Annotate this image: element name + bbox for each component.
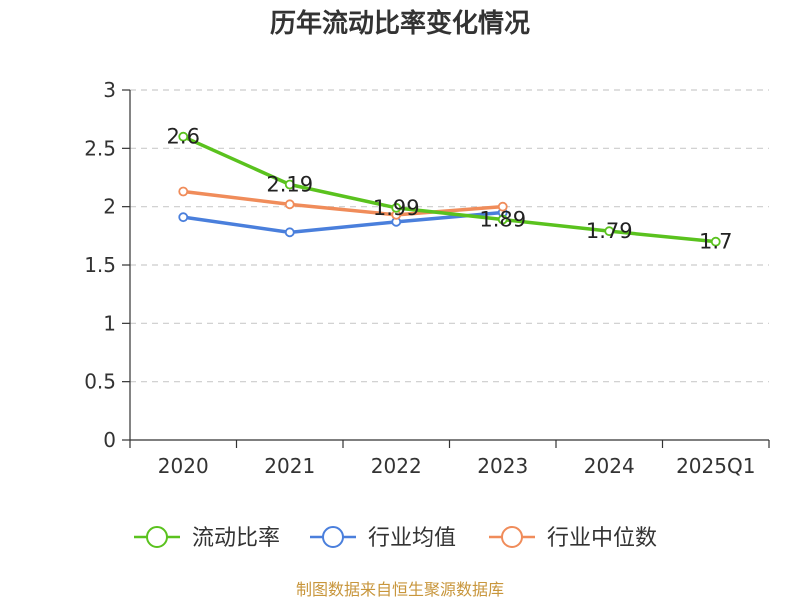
data-point[interactable]: [178, 212, 189, 223]
data-point[interactable]: [178, 186, 189, 197]
data-label: 1.79: [586, 219, 633, 243]
data-label: 1.99: [373, 196, 420, 220]
chart-title: 历年流动比率变化情况: [270, 8, 530, 39]
y-tick-label: 2: [103, 195, 116, 219]
y-tick-label: 1.5: [84, 253, 116, 277]
data-point[interactable]: [178, 131, 189, 142]
data-label: 2.6: [167, 125, 200, 149]
x-tick-label: 2022: [371, 454, 422, 478]
grid-lines: [130, 89, 769, 383]
x-tick-label: 2021: [264, 454, 315, 478]
legend-label: 行业均值: [368, 526, 456, 551]
series-line: [183, 210, 503, 235]
legend-marker: [146, 526, 168, 548]
data-label: 1.7: [699, 230, 732, 254]
x-tick-label: 2020: [158, 454, 209, 478]
data-label: 2.19: [266, 173, 313, 197]
y-tick-label: 0.5: [84, 370, 116, 394]
series-line: [183, 189, 503, 217]
series-lines: [178, 131, 721, 247]
source-note: 制图数据来自恒生聚源数据库: [296, 580, 504, 599]
y-tick-label: 1: [103, 311, 116, 335]
legend-marker: [501, 526, 523, 548]
y-tick-label: 2.5: [84, 136, 116, 160]
x-tick-label: 2023: [477, 454, 528, 478]
x-tick-label: 2024: [584, 454, 635, 478]
legend-item[interactable]: 行业均值: [310, 526, 456, 551]
data-point[interactable]: [391, 202, 402, 213]
legend-label: 流动比率: [192, 526, 280, 551]
legend-item[interactable]: 行业中位数: [489, 526, 657, 551]
data-point[interactable]: [284, 199, 295, 210]
series-line: [182, 135, 716, 244]
x-tick-label: 2025Q1: [676, 454, 755, 478]
legend-label: 行业中位数: [547, 526, 657, 551]
y-tick-label: 3: [103, 78, 116, 102]
data-point[interactable]: [284, 179, 295, 190]
legend-marker: [322, 526, 344, 548]
data-point[interactable]: [710, 236, 721, 247]
data-labels: 2.6 2.19 1.99 1.89 1.79 1.7: [167, 125, 733, 254]
data-point[interactable]: [497, 201, 508, 212]
x-axis: 2020 2021 2022 2023 2024 2025Q1: [129, 439, 770, 478]
data-label: 1.89: [479, 208, 526, 232]
y-axis: 0 0.5 1 1.5 2 2.5 3: [84, 78, 131, 452]
y-tick-label: 0: [103, 428, 116, 452]
legend-item[interactable]: 流动比率: [134, 526, 280, 551]
data-point[interactable]: [284, 227, 295, 238]
legend[interactable]: 流动比率 行业均值 行业中位数: [134, 526, 657, 551]
data-point[interactable]: [497, 214, 508, 225]
data-point[interactable]: [604, 226, 615, 237]
